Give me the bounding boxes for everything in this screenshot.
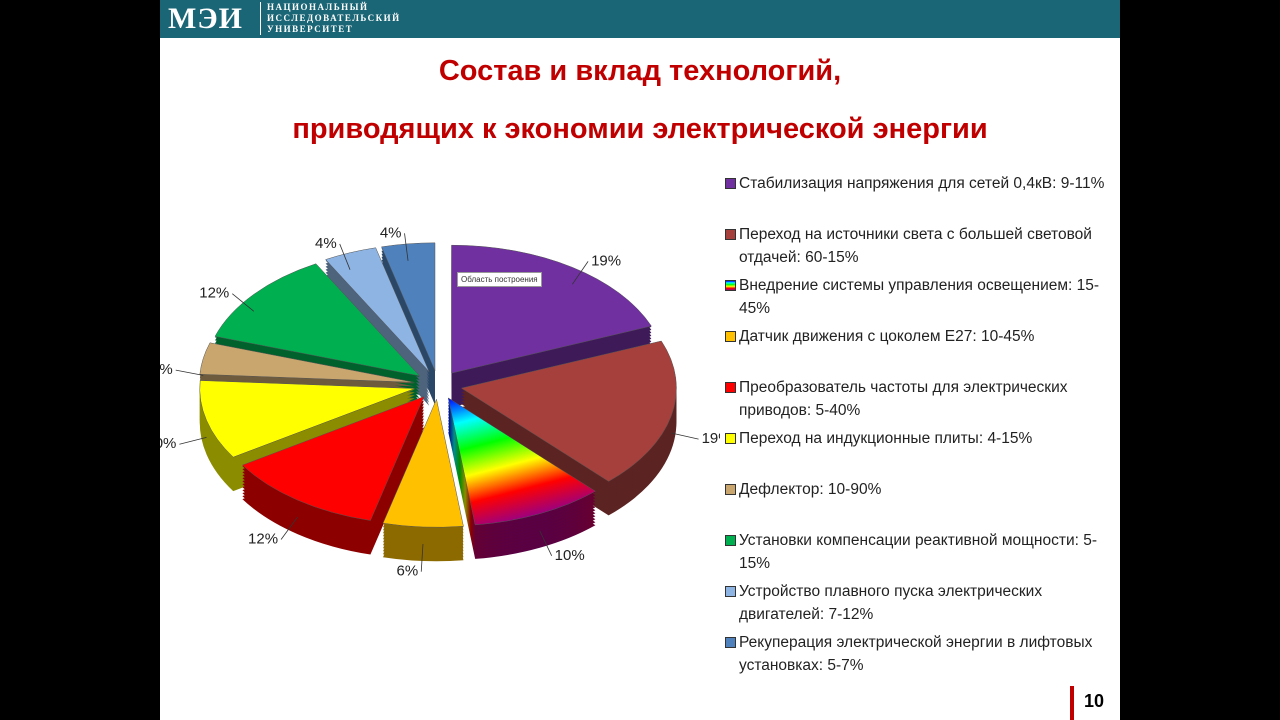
legend-label: Переход на источники света с большей све… xyxy=(739,226,1092,266)
legend-entry: Преобразователь частоты для электрически… xyxy=(722,376,1107,427)
slice xyxy=(241,396,425,521)
legend-entry: Рекуперация электрической энергии в лифт… xyxy=(722,631,1107,682)
pie-chart: 19% 19% 10% 6% 12% 10% 4% 12% 4% 4% xyxy=(160,224,720,580)
slice xyxy=(460,340,677,482)
leader-line xyxy=(179,436,207,445)
data-label: 4% xyxy=(380,224,402,241)
slice xyxy=(447,397,596,526)
logo: МЭИ xyxy=(168,2,243,35)
tooltip: Область построения xyxy=(457,272,542,287)
legend-entry: Датчик движения с цоколем Е27: 10-45% xyxy=(722,325,1107,376)
data-label: 6% xyxy=(397,563,419,580)
slice xyxy=(199,380,415,458)
legend-entry: Внедрение системы управления освещением:… xyxy=(722,274,1107,325)
chart-title: приводящих к экономии электрической энер… xyxy=(292,113,988,145)
legend-label: Дефлектор: 10-90% xyxy=(739,481,882,498)
legend-swatch xyxy=(725,280,736,291)
slice xyxy=(214,263,421,377)
legend-swatch xyxy=(725,535,736,546)
legend-label: Датчик движения с цоколем Е27: 10-45% xyxy=(739,328,1035,345)
legend-swatch xyxy=(725,178,736,189)
slide-number: 10 xyxy=(1070,686,1104,720)
legend-swatch xyxy=(725,331,736,342)
legend: Стабилизация напряжения для сетей 0,4кВ:… xyxy=(722,172,1107,682)
university-line: ИССЛЕДОВАТЕЛЬСКИЙ xyxy=(267,13,401,23)
legend-entry: Стабилизация напряжения для сетей 0,4кВ:… xyxy=(722,172,1107,223)
legend-label: Переход на индукционные плиты: 4-15% xyxy=(739,430,1033,447)
data-label: 4% xyxy=(160,361,173,378)
legend-swatch xyxy=(725,433,736,444)
leader-line xyxy=(339,243,351,270)
data-label: 19% xyxy=(591,252,621,269)
legend-label: Рекуперация электрической энергии в лифт… xyxy=(739,634,1093,674)
data-label: 4% xyxy=(315,235,337,252)
legend-label: Преобразователь частоты для электрически… xyxy=(739,379,1068,419)
data-label: 10% xyxy=(160,435,176,452)
legend-swatch xyxy=(725,382,736,393)
legend-swatch xyxy=(725,229,736,240)
header-bar: МЭИ НАЦИОНАЛЬНЫЙ ИССЛЕДОВАТЕЛЬСКИЙ УНИВЕ… xyxy=(160,0,1120,38)
leader-line xyxy=(539,530,553,556)
legend-label: Установки компенсации реактивной мощност… xyxy=(739,532,1098,572)
legend-label: Внедрение системы управления освещением:… xyxy=(739,277,1100,317)
legend-label: Устройство плавного пуска электрических … xyxy=(739,583,1043,623)
legend-swatch xyxy=(725,484,736,495)
university-line: НАЦИОНАЛЬНЫЙ xyxy=(267,2,369,12)
slice xyxy=(382,398,464,528)
legend-swatch xyxy=(725,586,736,597)
leader-line xyxy=(420,543,424,572)
leader-line xyxy=(404,233,409,261)
legend-swatch xyxy=(725,637,736,648)
slide: МЭИ НАЦИОНАЛЬНЫЙ ИССЛЕДОВАТЕЛЬСКИЙ УНИВЕ… xyxy=(160,0,1120,720)
slice xyxy=(381,242,436,371)
legend-entry: Установки компенсации реактивной мощност… xyxy=(722,529,1107,580)
legend-entry: Переход на источники света с большей све… xyxy=(722,223,1107,274)
slice xyxy=(325,247,430,372)
university-name: НАЦИОНАЛЬНЫЙ ИССЛЕДОВАТЕЛЬСКИЙ УНИВЕРСИТ… xyxy=(260,2,401,35)
data-label: 12% xyxy=(199,285,229,302)
leader-line xyxy=(280,516,298,540)
data-label: 12% xyxy=(248,531,278,548)
legend-entry: Дефлектор: 10-90% xyxy=(722,478,1107,529)
data-label: 10% xyxy=(555,547,585,564)
leader-line xyxy=(175,369,204,376)
slice xyxy=(199,342,415,383)
data-label: 19% xyxy=(702,430,720,447)
leader-line xyxy=(671,432,699,440)
leader-line xyxy=(572,261,589,285)
legend-entry: Устройство плавного пуска электрических … xyxy=(722,580,1107,631)
chart-title: Состав и вклад технологий, xyxy=(438,55,842,87)
legend-entry: Переход на индукционные плиты: 4-15% xyxy=(722,427,1107,478)
university-line: УНИВЕРСИТЕТ xyxy=(267,24,354,34)
legend-label: Стабилизация напряжения для сетей 0,4кВ:… xyxy=(739,175,1105,192)
leader-line xyxy=(232,293,255,312)
